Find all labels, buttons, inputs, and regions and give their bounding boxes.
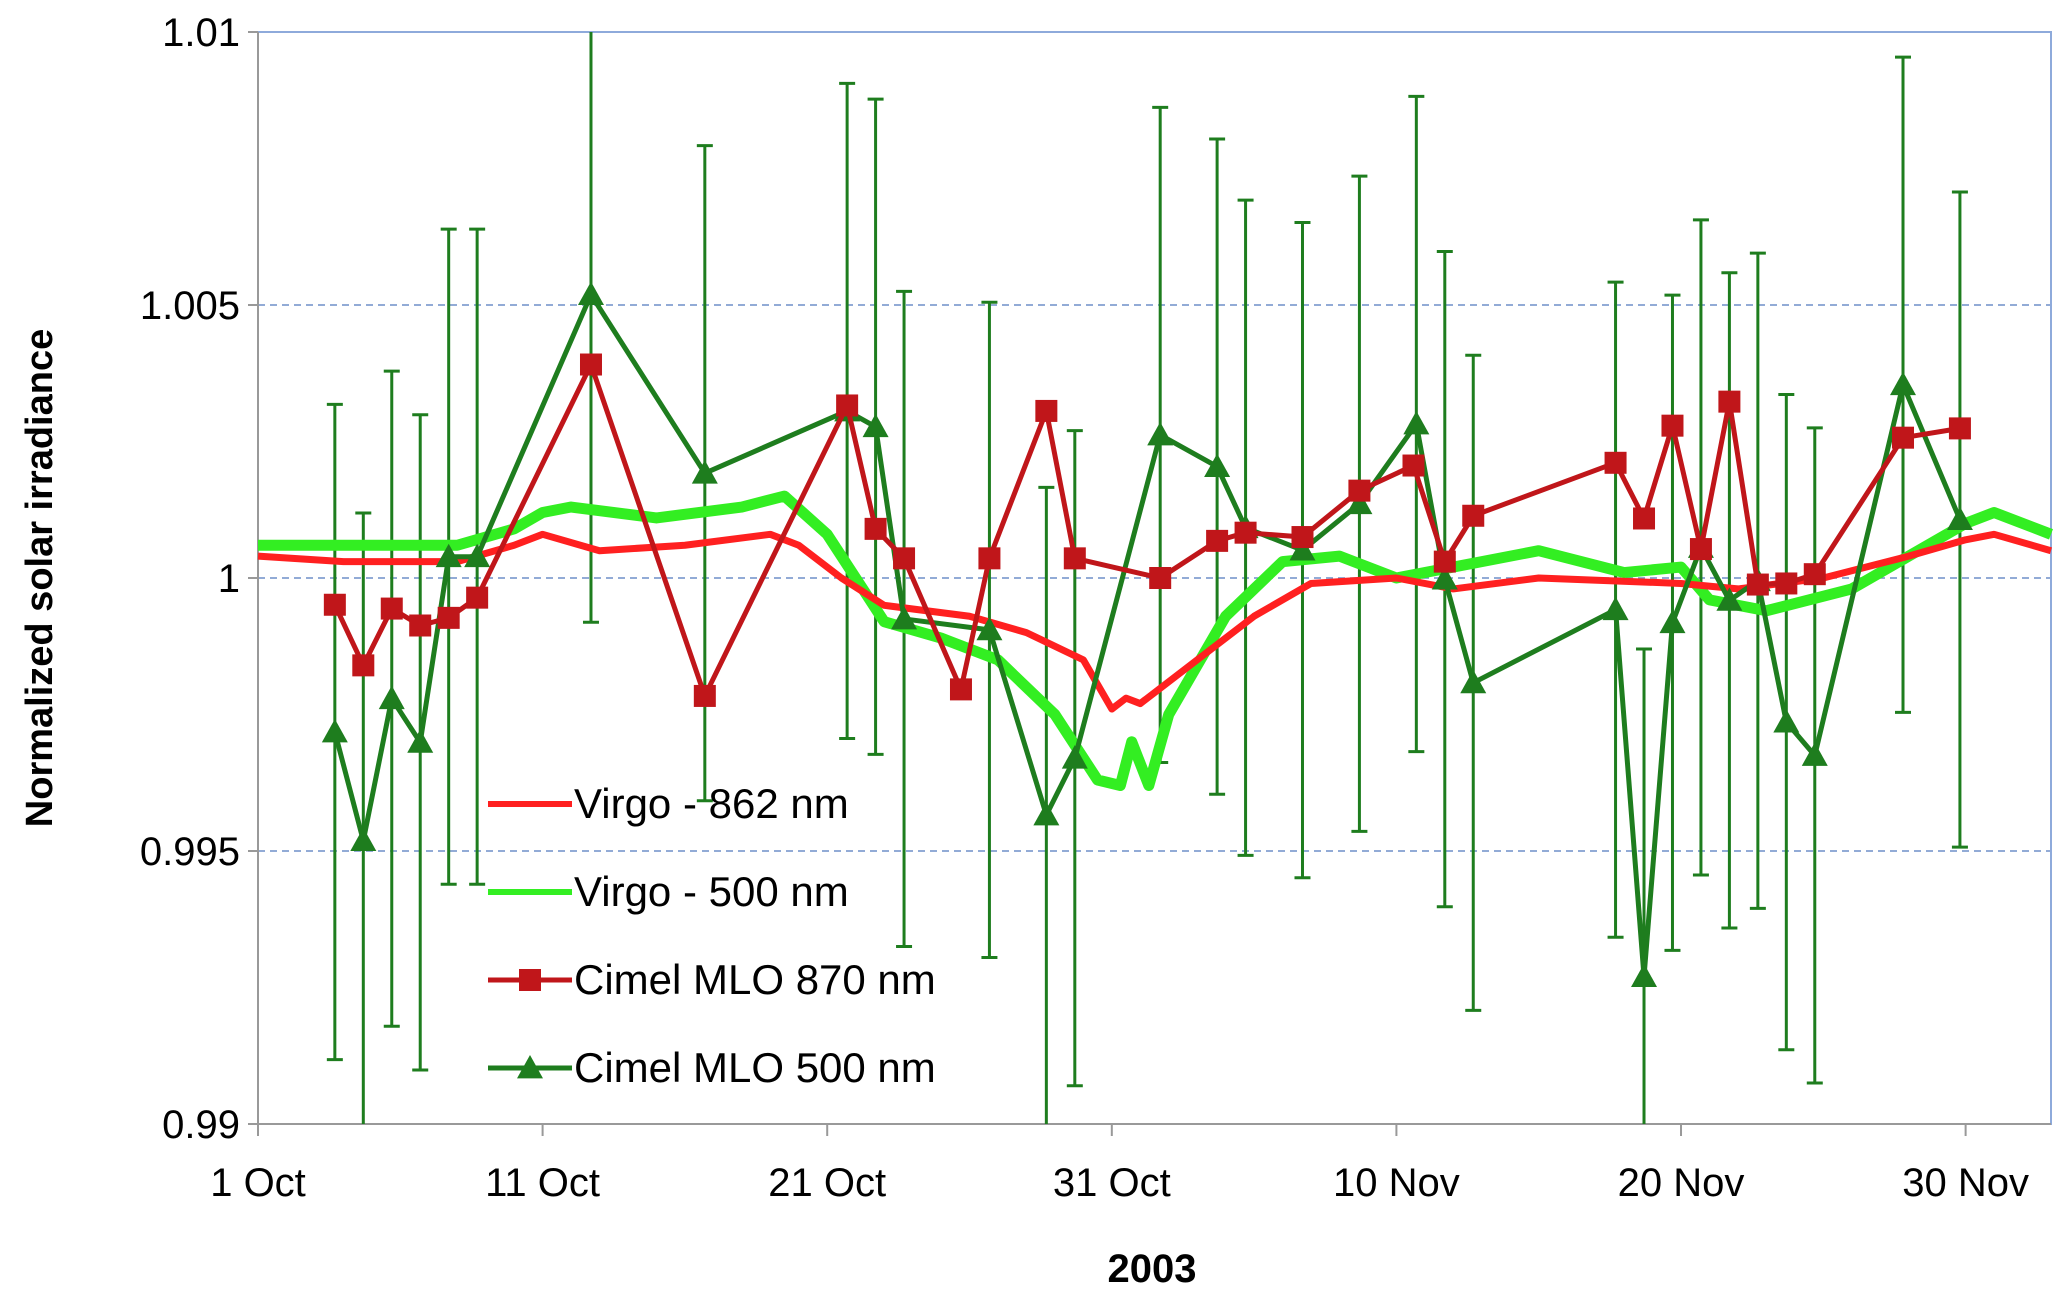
legend-square-icon (519, 969, 541, 991)
data-point-triangle (862, 413, 889, 438)
y-tick-label: 1 (218, 557, 240, 601)
data-point-square (693, 684, 716, 707)
data-point-square (380, 597, 403, 620)
data-point-square (437, 606, 460, 629)
data-point-square (1803, 563, 1826, 586)
x-tick-label: 30 Nov (1902, 1161, 2029, 1205)
data-point-triangle (1033, 801, 1060, 826)
data-point-square (949, 678, 972, 701)
data-point-square (466, 586, 489, 609)
x-tick-label: 21 Oct (768, 1161, 886, 1205)
data-point-square (1633, 507, 1656, 530)
data-point-triangle (378, 685, 405, 710)
data-point-square (409, 614, 432, 637)
y-tick-label: 0.995 (140, 830, 240, 874)
data-point-triangle (435, 543, 462, 568)
data-point-triangle (976, 616, 1003, 641)
x-tick-label: 10 Nov (1333, 1161, 1460, 1205)
data-point-square (1348, 479, 1371, 502)
data-point-square (1035, 399, 1058, 422)
data-point-triangle (1431, 566, 1458, 590)
x-tick-label: 31 Oct (1053, 1161, 1171, 1205)
data-point-square (579, 353, 602, 376)
data-point-square (978, 547, 1001, 570)
data-point-triangle (577, 281, 604, 306)
data-point-triangle (350, 827, 377, 852)
legend-label: Virgo - 862 nm (574, 780, 849, 827)
data-point-triangle (1147, 421, 1174, 446)
data-point-triangle (1659, 609, 1686, 634)
data-point-square (1291, 526, 1314, 549)
y-tick-label: 1.01 (162, 11, 240, 55)
data-point-triangle (1460, 669, 1487, 694)
data-point-triangle (1061, 745, 1088, 769)
y-tick-label: 1.005 (140, 284, 240, 328)
data-point-triangle (691, 460, 718, 484)
x-axis-label: 2003 (1108, 1247, 1197, 1291)
legend-label: Cimel MLO 870 nm (574, 956, 936, 1003)
data-point-square (1892, 426, 1915, 449)
data-point-square (323, 593, 346, 616)
data-point-square (1149, 567, 1172, 589)
data-point-triangle (1602, 596, 1629, 621)
data-point-square (1402, 454, 1425, 477)
data-point-square (1775, 572, 1798, 595)
series-line-virgo-862-nm (257, 530, 2052, 713)
data-point-triangle (1773, 709, 1800, 733)
data-point-square (1433, 550, 1456, 573)
data-point-triangle (1631, 963, 1658, 987)
data-point-square (1948, 417, 1971, 440)
legend: Virgo - 862 nm Virgo - 500 nm Cimel MLO 87… (488, 780, 936, 1091)
data-point-triangle (1289, 537, 1316, 561)
x-tick-label: 20 Nov (1618, 1161, 1745, 1205)
data-point-square (1718, 390, 1741, 413)
series-layer (257, 32, 2053, 1124)
axes: 0.99 0.995 1 1.005 1.01 1 Oct 11 Oct 21 Oct 31 O… (140, 11, 2051, 1205)
data-point-square (1063, 547, 1086, 570)
data-point-triangle (1946, 506, 1973, 530)
data-point-triangle (891, 605, 918, 630)
data-point-square (1206, 529, 1229, 552)
data-point-square (1661, 414, 1684, 437)
data-point-triangle (1346, 490, 1373, 515)
data-point-triangle (1801, 742, 1828, 766)
data-point-triangle (1204, 453, 1231, 478)
y-tick-label: 0.99 (162, 1103, 240, 1147)
data-point-square (352, 654, 375, 677)
legend-label: Virgo - 500 nm (574, 868, 849, 915)
x-tick-label: 1 Oct (210, 1161, 306, 1205)
data-point-square (836, 394, 859, 417)
series-line-cimel-mlo-500-nm (332, 292, 1963, 980)
data-point-triangle (1890, 371, 1917, 396)
data-point-triangle (1403, 411, 1430, 435)
data-point-square (1234, 521, 1257, 544)
data-point-square (1689, 538, 1712, 561)
data-point-triangle (407, 729, 434, 753)
data-point-square (864, 517, 887, 540)
legend-triangle-icon (517, 1055, 543, 1079)
legend-label: Cimel MLO 500 nm (574, 1044, 936, 1091)
x-tick-label: 11 Oct (485, 1161, 600, 1205)
data-point-square (893, 547, 916, 570)
data-point-square (1604, 451, 1627, 474)
y-axis-label: Normalized solar irradiance (19, 329, 61, 827)
data-point-triangle (464, 543, 491, 568)
data-point-square (1462, 504, 1485, 527)
data-point-triangle (321, 718, 348, 743)
series-line-cimel-mlo-870-nm (332, 362, 1961, 699)
data-point-square (1746, 573, 1769, 596)
data-point-triangle (1716, 587, 1743, 611)
